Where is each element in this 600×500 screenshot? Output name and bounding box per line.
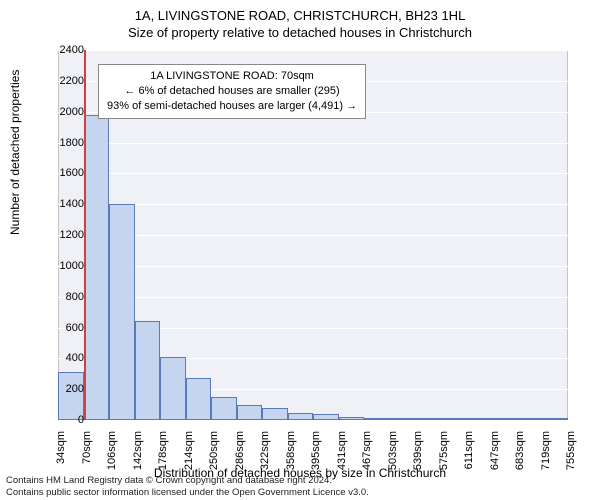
y-tick-label: 1000 <box>44 260 84 272</box>
y-axis-title: Number of detached properties <box>8 70 22 235</box>
histogram-bar <box>415 418 441 420</box>
grid-line <box>58 297 568 298</box>
histogram-bar <box>58 372 84 420</box>
grid-line <box>58 235 568 236</box>
histogram-bar <box>186 378 212 420</box>
histogram-bar <box>517 418 543 420</box>
histogram-bar <box>84 115 110 420</box>
histogram-bar <box>339 417 365 420</box>
grid-line <box>58 143 568 144</box>
histogram-bar <box>288 413 314 420</box>
annotation-line-3: 93% of semi-detached houses are larger (… <box>107 99 357 114</box>
annotation-line-1: 1A LIVINGSTONE ROAD: 70sqm <box>107 69 357 84</box>
histogram-bar <box>492 418 518 420</box>
histogram-bar <box>313 414 339 420</box>
annotation-line-2: ← 6% of detached houses are smaller (295… <box>107 84 357 99</box>
grid-line <box>58 50 568 51</box>
footer-line-2: Contains public sector information licen… <box>6 487 369 498</box>
histogram-bar <box>466 418 492 420</box>
y-tick-label: 1400 <box>44 198 84 210</box>
histogram-bar <box>364 418 390 420</box>
y-tick-label: 800 <box>44 291 84 303</box>
annotation-box: 1A LIVINGSTONE ROAD: 70sqm ← 6% of detac… <box>98 64 366 119</box>
y-tick-label: 200 <box>44 383 84 395</box>
grid-line <box>58 204 568 205</box>
y-tick-label: 1600 <box>44 167 84 179</box>
y-tick-label: 400 <box>44 352 84 364</box>
histogram-bar <box>135 321 161 420</box>
footer-line-1: Contains HM Land Registry data © Crown c… <box>6 475 369 486</box>
y-tick-label: 1200 <box>44 229 84 241</box>
histogram-bar <box>441 418 467 420</box>
grid-line <box>58 173 568 174</box>
histogram-bar <box>160 357 186 420</box>
histogram-bar <box>109 204 135 420</box>
sub-title: Size of property relative to detached ho… <box>0 23 600 40</box>
main-title: 1A, LIVINGSTONE ROAD, CHRISTCHURCH, BH23… <box>0 0 600 23</box>
y-tick-label: 0 <box>44 414 84 426</box>
histogram-bar <box>237 405 263 420</box>
y-tick-label: 2000 <box>44 106 84 118</box>
y-tick-label: 1800 <box>44 137 84 149</box>
histogram-bar <box>543 418 569 420</box>
histogram-bar <box>262 408 288 420</box>
y-tick-label: 2400 <box>44 44 84 56</box>
footer-attribution: Contains HM Land Registry data © Crown c… <box>6 475 369 498</box>
histogram-bar <box>390 418 416 420</box>
histogram-bar <box>211 397 237 420</box>
grid-line <box>58 420 568 421</box>
grid-line <box>58 266 568 267</box>
y-tick-label: 600 <box>44 322 84 334</box>
chart-plot-area: 1A LIVINGSTONE ROAD: 70sqm ← 6% of detac… <box>58 50 568 420</box>
y-tick-label: 2200 <box>44 75 84 87</box>
